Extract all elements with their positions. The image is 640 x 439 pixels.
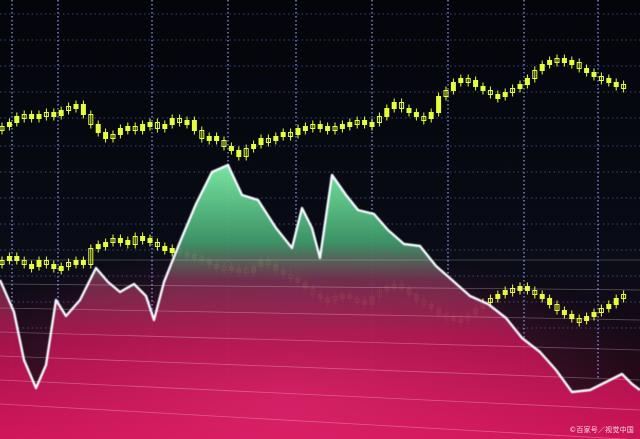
candle-body xyxy=(606,78,612,83)
candle-body xyxy=(532,70,538,79)
candle-body xyxy=(214,136,220,141)
candle-body xyxy=(584,68,590,73)
candle-body xyxy=(465,78,471,83)
candle-body xyxy=(473,80,479,87)
candle-body xyxy=(140,124,146,131)
candle-body xyxy=(191,120,197,131)
area-chart-outline xyxy=(0,163,640,394)
candle-body xyxy=(413,112,419,117)
candle-body xyxy=(524,78,530,85)
candle-body xyxy=(517,84,523,89)
candle-body xyxy=(554,58,560,63)
candle-body xyxy=(6,122,12,127)
candle-body xyxy=(591,72,597,77)
candle-body xyxy=(125,126,131,131)
candle-body xyxy=(251,144,257,149)
candle-body xyxy=(95,124,101,133)
area-glow xyxy=(0,180,640,439)
candle-body xyxy=(236,150,242,157)
candle-body xyxy=(88,114,94,125)
candle-body xyxy=(450,82,456,91)
candle-body xyxy=(325,126,331,131)
candle-body xyxy=(510,88,516,93)
candle-body xyxy=(480,86,486,91)
candle-body xyxy=(598,76,604,81)
candle-body xyxy=(221,140,227,147)
candle-body xyxy=(613,82,619,87)
candle-body xyxy=(495,94,501,99)
candle-body xyxy=(199,130,205,139)
candle-body xyxy=(332,126,338,131)
candle-body xyxy=(362,120,368,125)
candle-body xyxy=(561,58,567,63)
candle-body xyxy=(421,116,427,121)
candle-body xyxy=(458,78,464,83)
candle-body xyxy=(80,104,86,115)
candle-body xyxy=(51,112,57,117)
candle-body xyxy=(354,120,360,125)
candle-body xyxy=(487,90,493,95)
candle-body xyxy=(243,148,249,157)
candle-body xyxy=(29,114,35,119)
candle-body xyxy=(621,84,627,89)
candle-body xyxy=(154,122,160,129)
candle-body xyxy=(265,138,271,143)
candle-body xyxy=(147,122,153,127)
candle-body xyxy=(406,108,412,113)
candle-body xyxy=(273,136,279,141)
candle-body xyxy=(391,102,397,109)
watermark-text: ©百家号／视觉中国 xyxy=(569,426,634,434)
candle-body xyxy=(443,90,449,97)
reflection-line xyxy=(0,283,640,291)
candle-body xyxy=(103,132,109,139)
candle-body xyxy=(288,132,294,137)
candle-body xyxy=(14,116,20,123)
candle-body xyxy=(369,122,375,127)
candle-body xyxy=(110,134,116,139)
reflection-line xyxy=(0,355,640,381)
candle-body xyxy=(184,120,190,125)
candle-body xyxy=(547,60,553,65)
candle-body xyxy=(295,128,301,135)
candle-body xyxy=(66,106,72,111)
candle-body xyxy=(339,124,345,129)
candle-body xyxy=(206,136,212,141)
candle-body xyxy=(162,124,168,129)
candle-body xyxy=(177,118,183,123)
candle-body xyxy=(384,108,390,117)
candle-body xyxy=(428,112,434,119)
candle-body xyxy=(576,62,582,69)
candle-body xyxy=(58,110,64,116)
candle-body xyxy=(539,64,545,71)
candle-body xyxy=(569,60,575,65)
upper-candlestick-series xyxy=(0,54,627,161)
candle-body xyxy=(43,112,49,117)
candle-body xyxy=(347,122,353,127)
candle-body xyxy=(169,118,175,125)
candle-body xyxy=(310,124,316,129)
candle-body xyxy=(117,128,123,135)
candle-body xyxy=(0,126,5,131)
reflection-line xyxy=(0,379,640,411)
candle-body xyxy=(317,124,323,129)
candle-body xyxy=(436,96,442,113)
candle-body xyxy=(302,126,308,131)
candle-body xyxy=(280,132,286,137)
candle-body xyxy=(502,92,508,97)
candle-body xyxy=(132,126,138,131)
reflection-line xyxy=(0,307,640,321)
candle-body xyxy=(36,114,42,119)
candle-body xyxy=(73,104,79,109)
candle-body xyxy=(258,138,264,145)
candle-body xyxy=(376,116,382,123)
reflection-line xyxy=(0,403,630,439)
candle-body xyxy=(228,146,234,151)
candle-body xyxy=(21,114,27,119)
candle-body xyxy=(399,102,405,109)
